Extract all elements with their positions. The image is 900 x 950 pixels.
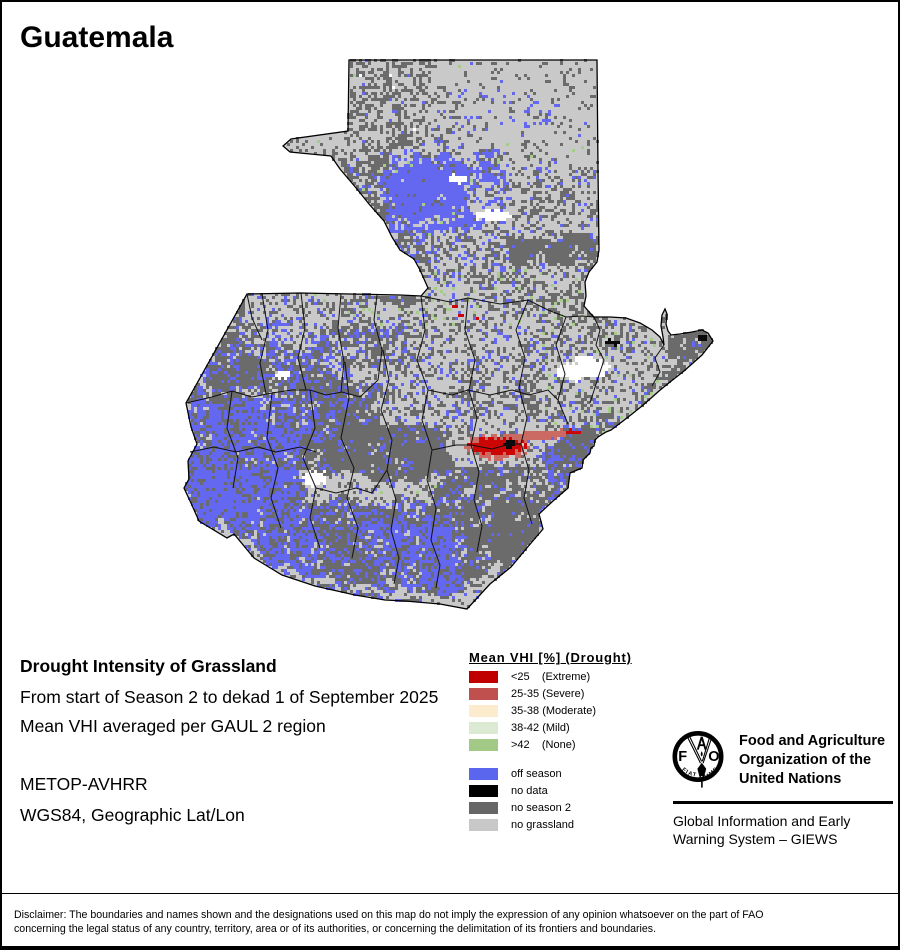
svg-text:T: T (692, 772, 697, 779)
svg-text:N: N (708, 770, 715, 777)
svg-text:O: O (708, 749, 719, 765)
svg-text:F: F (678, 749, 687, 765)
svg-text:I: I (684, 769, 689, 775)
svg-text:A: A (705, 773, 711, 780)
svg-text:F: F (681, 767, 688, 774)
svg-text:I: I (711, 769, 716, 775)
svg-text:A: A (687, 771, 693, 778)
svg-text:P: P (702, 774, 707, 781)
svg-text:S: S (712, 767, 719, 774)
